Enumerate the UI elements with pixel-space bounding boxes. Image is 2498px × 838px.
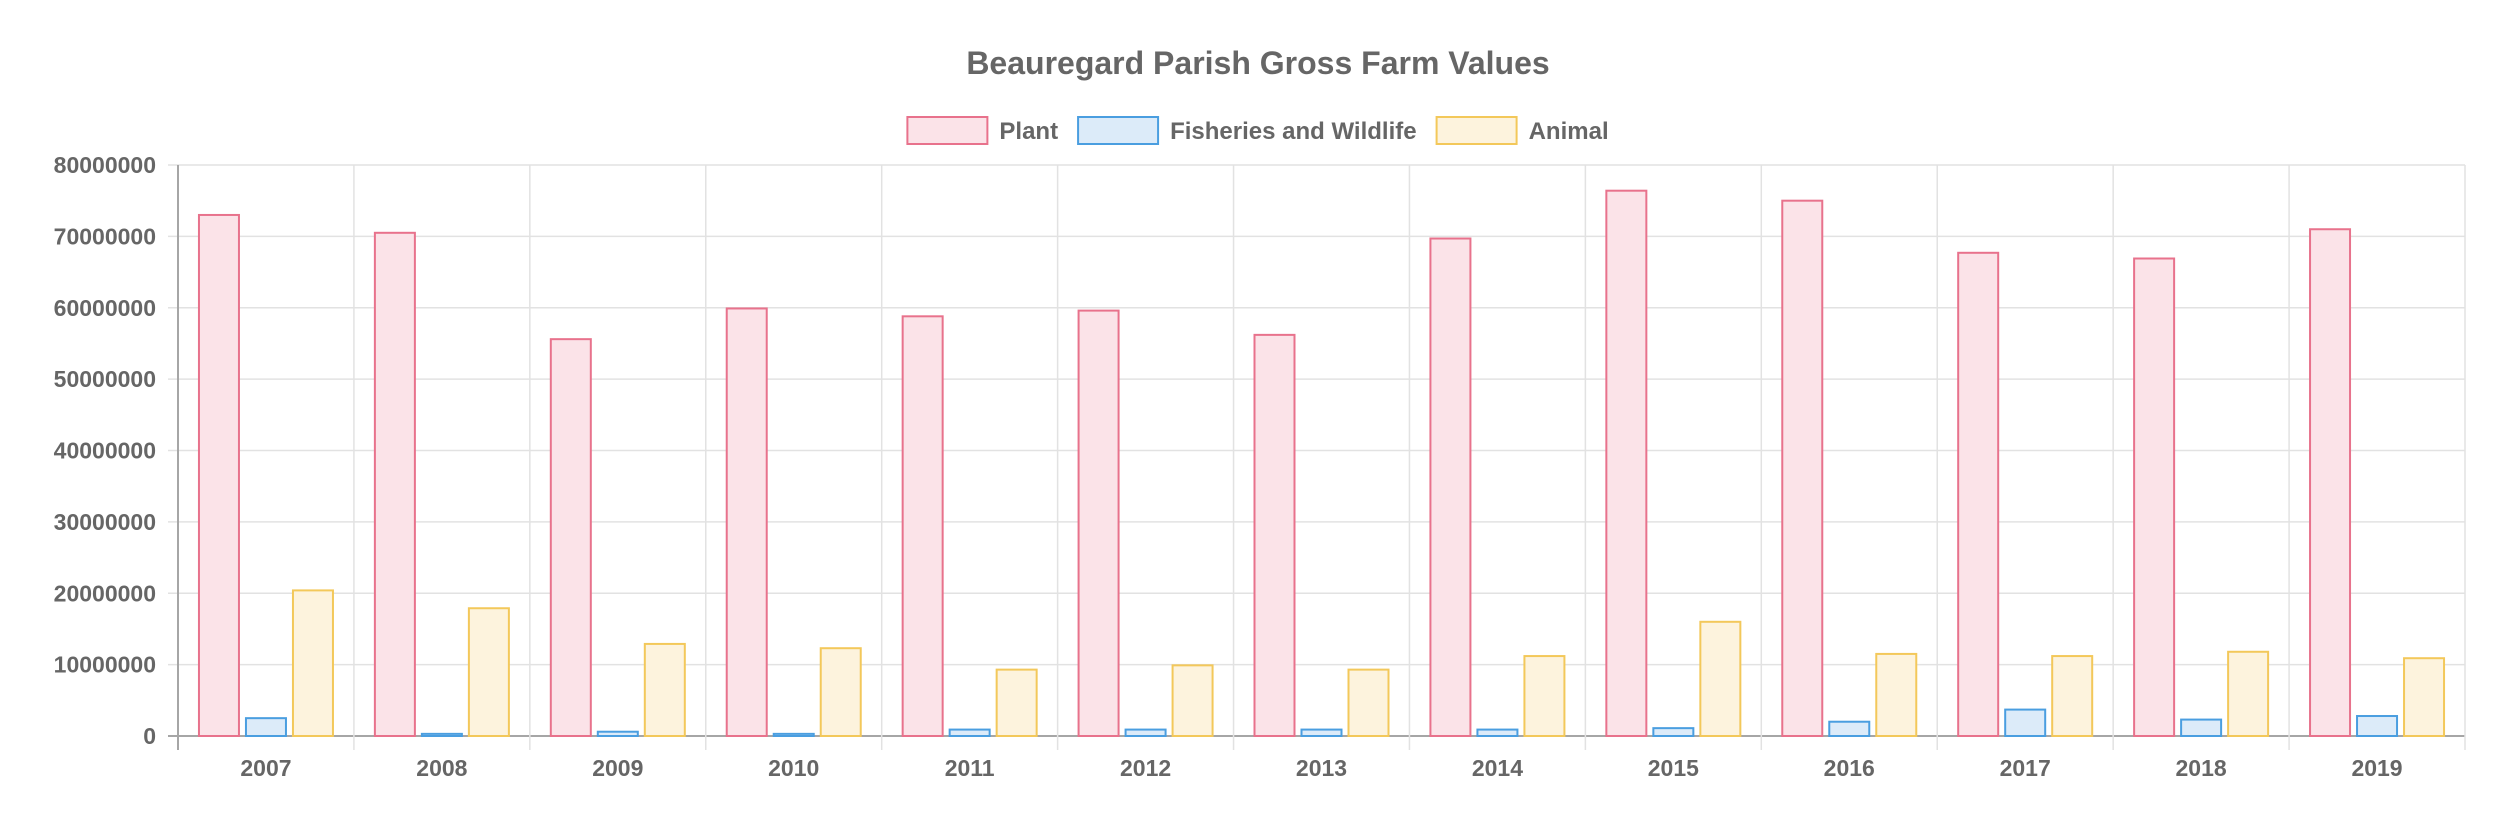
bar-animal-2009[interactable] xyxy=(643,642,686,738)
bar-animal-2008[interactable] xyxy=(467,607,510,738)
bar-plant-2009[interactable] xyxy=(549,338,592,737)
y-tick-label: 70000000 xyxy=(54,223,156,249)
bar-fisheries-and-wildlife-2008[interactable] xyxy=(420,732,463,738)
x-axis: 2007 2008 2009 2010 2011 2012 2013 2014 2015 2016… xyxy=(240,755,2402,781)
bar-animal-2017[interactable] xyxy=(2051,655,2094,737)
bar-fisheries-and-wildlife-2015[interactable] xyxy=(1652,727,1695,737)
bar-plant-2018[interactable] xyxy=(2133,257,2176,737)
bar-fisheries-and-wildlife-2013[interactable] xyxy=(1300,728,1343,737)
x-tick-label: 2007 xyxy=(240,755,291,781)
legend-swatch-plant[interactable] xyxy=(906,116,989,145)
legend-swatch-animal[interactable] xyxy=(1435,116,1518,145)
x-tick-label: 2016 xyxy=(1824,755,1875,781)
legend-label-plant[interactable]: Plant xyxy=(999,118,1058,145)
bar-fisheries-and-wildlife-2017[interactable] xyxy=(2004,708,2047,737)
bar-fisheries-and-wildlife-2009[interactable] xyxy=(596,730,639,738)
bar-fisheries-and-wildlife-2018[interactable] xyxy=(2180,718,2223,737)
bar-animal-2015[interactable] xyxy=(1699,620,1742,737)
y-tick-label: 10000000 xyxy=(54,652,156,678)
bar-fisheries-and-wildlife-2007[interactable] xyxy=(244,717,287,737)
bar-animal-2011[interactable] xyxy=(995,668,1038,738)
bar-animal-2018[interactable] xyxy=(2227,650,2270,738)
legend-label-fisheries-and-wildlife[interactable]: Fisheries and Wildlife xyxy=(1170,118,1417,145)
y-tick-label: 30000000 xyxy=(54,509,156,535)
bar-plant-2013[interactable] xyxy=(1253,333,1296,737)
bar-plant-2012[interactable] xyxy=(1077,309,1120,737)
x-tick-label: 2008 xyxy=(416,755,467,781)
x-tick-label: 2013 xyxy=(1296,755,1347,781)
bar-animal-2012[interactable] xyxy=(1171,664,1214,737)
bar-plant-2010[interactable] xyxy=(725,307,768,737)
y-tick-label: 80000000 xyxy=(54,152,156,178)
bar-plant-2019[interactable] xyxy=(2309,228,2352,738)
bar-plant-2008[interactable] xyxy=(373,231,416,737)
bar-fisheries-and-wildlife-2014[interactable] xyxy=(1476,728,1519,737)
bar-animal-2013[interactable] xyxy=(1347,668,1390,738)
y-tick-label: 60000000 xyxy=(54,295,156,321)
bar-plant-2014[interactable] xyxy=(1429,237,1472,738)
bar-animal-2010[interactable] xyxy=(819,647,862,737)
x-tick-label: 2012 xyxy=(1120,755,1171,781)
y-tick-label: 50000000 xyxy=(54,366,156,392)
bar-plant-2017[interactable] xyxy=(1957,251,2000,737)
bar-fisheries-and-wildlife-2019[interactable] xyxy=(2356,715,2399,738)
x-tick-label: 2017 xyxy=(2000,755,2051,781)
y-tick-label: 40000000 xyxy=(54,438,156,464)
x-tick-label: 2009 xyxy=(592,755,643,781)
x-tick-label: 2018 xyxy=(2176,755,2227,781)
legend: Plant Fisheries and Wildlife Animal xyxy=(906,116,1609,145)
bar-animal-2014[interactable] xyxy=(1523,655,1566,737)
grid-lines xyxy=(168,164,2466,750)
x-tick-label: 2019 xyxy=(2351,755,2402,781)
bar-plant-2007[interactable] xyxy=(197,213,240,737)
bars xyxy=(197,189,2446,738)
legend-swatch-fisheries-and-wildlife[interactable] xyxy=(1077,116,1160,145)
x-tick-label: 2015 xyxy=(1648,755,1699,781)
y-tick-label: 20000000 xyxy=(54,580,156,606)
bar-animal-2016[interactable] xyxy=(1875,652,1918,738)
x-tick-label: 2014 xyxy=(1472,755,1523,781)
bar-fisheries-and-wildlife-2016[interactable] xyxy=(1828,720,1871,737)
x-tick-label: 2010 xyxy=(768,755,819,781)
bar-plant-2015[interactable] xyxy=(1605,189,1648,737)
bar-animal-2019[interactable] xyxy=(2403,657,2446,737)
legend-label-animal[interactable]: Animal xyxy=(1529,118,1609,145)
x-tick-label: 2011 xyxy=(945,755,995,781)
bar-fisheries-and-wildlife-2010[interactable] xyxy=(772,732,815,738)
bar-animal-2007[interactable] xyxy=(291,589,334,738)
chart-title: Beauregard Parish Gross Farm Values xyxy=(966,45,1549,81)
y-tick-label: 0 xyxy=(143,723,156,749)
y-axis: 0 10000000 20000000 30000000 40000000 5000000… xyxy=(54,152,156,749)
bar-plant-2011[interactable] xyxy=(901,315,944,737)
bar-plant-2016[interactable] xyxy=(1781,199,1824,737)
bar-fisheries-and-wildlife-2012[interactable] xyxy=(1124,728,1167,737)
bar-fisheries-and-wildlife-2011[interactable] xyxy=(948,728,991,737)
